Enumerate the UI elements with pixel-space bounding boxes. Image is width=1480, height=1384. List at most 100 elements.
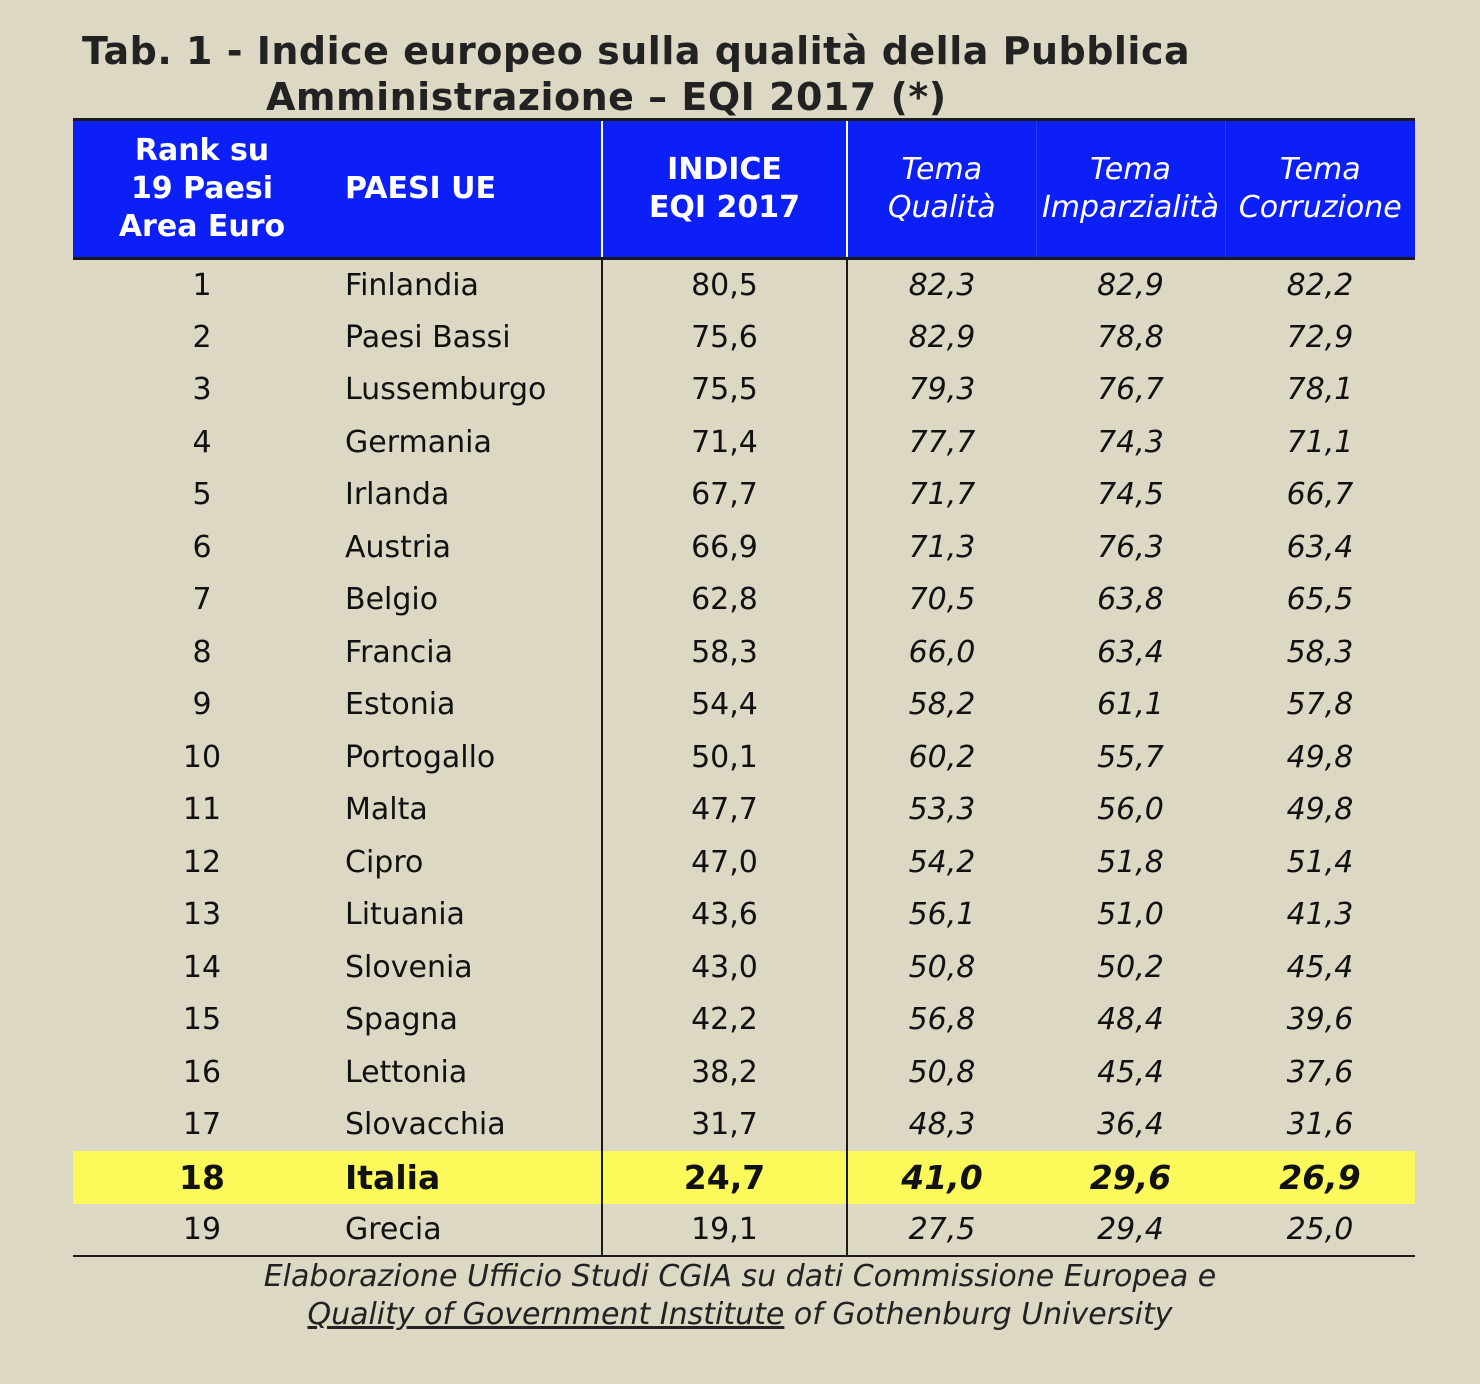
country-cell: Lituania [345, 897, 465, 933]
corruption-cell: 58,3 [1286, 634, 1354, 670]
quality-cell: 56,1 [846, 888, 1036, 941]
header-index-line-2: EQI 2017 [648, 190, 801, 225]
country-cell: Slovenia [345, 949, 473, 985]
impartiality-cell: 63,4 [1097, 634, 1164, 670]
index-cell: 47,7 [601, 783, 847, 836]
index-cell: 71,4 [601, 416, 847, 469]
quality-cell: 66,0 [846, 626, 1036, 679]
table-row-highlighted: 18 Italia 24,7 41,0 29,6 26,9 [73, 1151, 1415, 1204]
rank-cell: 1 [192, 268, 212, 303]
index-cell: 80,5 [601, 258, 847, 311]
header-rank-line-1: Rank su [134, 133, 270, 168]
rank-cell: 17 [182, 1107, 222, 1143]
rank-cell: 19 [73, 1203, 331, 1257]
country-cell: Lussemburgo [345, 372, 547, 408]
table-row: 11 Malta 47,7 53,3 56,0 49,8 [73, 783, 1415, 836]
rank-cell: 15 [182, 1002, 222, 1038]
index-cell: 24,7 [601, 1151, 847, 1204]
header-corruption-line-2: Corruzione [1238, 190, 1402, 225]
header-index: INDICE EQI 2017 [601, 118, 847, 260]
table-row: 19 Grecia 19,1 27,5 29,4 25,0 [73, 1203, 1415, 1257]
country-cell: Portogallo [345, 739, 496, 775]
table-row: 6 Austria 66,9 71,3 76,3 63,4 [73, 521, 1415, 574]
country-cell: Irlanda [345, 477, 450, 513]
corruption-cell: 63,4 [1286, 529, 1354, 565]
rank-cell: 2 [192, 319, 212, 355]
index-cell: 43,6 [601, 888, 847, 941]
country-cell: Grecia [331, 1203, 602, 1257]
quality-cell: 50,8 [846, 941, 1036, 994]
rank-cell: 11 [182, 792, 222, 828]
corruption-cell: 37,6 [1286, 1054, 1354, 1090]
index-cell: 62,8 [601, 573, 847, 626]
impartiality-cell: 48,4 [1097, 1002, 1164, 1038]
impartiality-cell: 78,8 [1097, 319, 1164, 355]
impartiality-cell: 29,4 [1036, 1203, 1225, 1257]
header-corruption: Tema Corruzione [1224, 118, 1415, 260]
table-row: 13 Lituania 43,6 56,1 51,0 41,3 [73, 888, 1415, 941]
impartiality-cell: 29,6 [1036, 1151, 1225, 1204]
header-rank: Rank su 19 Paesi Area Euro [73, 118, 331, 260]
impartiality-cell: 74,3 [1097, 424, 1164, 460]
header-impartiality-line-1: Tema [1090, 152, 1171, 187]
index-cell: 47,0 [601, 836, 847, 889]
index-cell: 75,6 [601, 311, 847, 364]
country-cell: Belgio [345, 582, 439, 618]
country-cell: Slovacchia [345, 1107, 506, 1143]
table-row: 4 Germania 71,4 77,7 74,3 71,1 [73, 416, 1415, 469]
source-note: Elaborazione Ufficio Studi CGIA su dati … [0, 1258, 1480, 1334]
header-impartiality: Tema Imparzialità [1035, 118, 1225, 260]
country-cell: Spagna [345, 1002, 458, 1038]
table-row: 5 Irlanda 67,7 71,7 74,5 66,7 [73, 468, 1415, 521]
table-row: 17 Slovacchia 31,7 48,3 36,4 31,6 [73, 1098, 1415, 1151]
index-cell: 75,5 [601, 363, 847, 416]
source-link[interactable]: Quality of Government Institute [307, 1297, 785, 1332]
quality-cell: 50,8 [846, 1046, 1036, 1099]
corruption-cell: 49,8 [1286, 792, 1354, 828]
quality-cell: 48,3 [846, 1098, 1036, 1151]
title-line-1: Tab. 1 - Indice europeo sulla qualità de… [82, 29, 1191, 73]
rank-cell: 4 [192, 424, 212, 460]
quality-cell: 60,2 [846, 731, 1036, 784]
impartiality-cell: 63,8 [1097, 582, 1164, 618]
country-cell: Germania [345, 424, 492, 460]
table-row: 9 Estonia 54,4 58,2 61,1 57,8 [73, 678, 1415, 731]
country-cell: Cipro [345, 844, 424, 880]
rank-cell: 8 [192, 634, 212, 670]
rank-cell: 14 [182, 949, 222, 985]
impartiality-cell: 51,0 [1097, 897, 1164, 933]
index-cell: 43,0 [601, 941, 847, 994]
corruption-cell: 45,4 [1286, 949, 1354, 985]
table-row: 14 Slovenia 43,0 50,8 50,2 45,4 [73, 941, 1415, 994]
rank-cell: 3 [192, 372, 212, 408]
rank-cell: 7 [192, 582, 212, 618]
index-cell: 31,7 [601, 1098, 847, 1151]
table-row: 1 Finlandia 80,5 82,3 82,9 82,2 [73, 258, 1415, 311]
index-cell: 58,3 [601, 626, 847, 679]
quality-cell: 79,3 [846, 363, 1036, 416]
header-country-label: PAESI UE [345, 171, 497, 206]
corruption-cell: 26,9 [1225, 1151, 1415, 1204]
corruption-cell: 71,1 [1286, 424, 1354, 460]
impartiality-cell: 61,1 [1097, 687, 1164, 723]
quality-cell: 41,0 [846, 1151, 1036, 1204]
table-row: 2 Paesi Bassi 75,6 82,9 78,8 72,9 [73, 311, 1415, 364]
rank-cell: 12 [182, 844, 222, 880]
corruption-cell: 51,4 [1286, 844, 1354, 880]
corruption-cell: 82,2 [1286, 268, 1354, 303]
quality-cell: 70,5 [846, 573, 1036, 626]
impartiality-cell: 76,3 [1097, 529, 1164, 565]
impartiality-cell: 74,5 [1097, 477, 1164, 513]
quality-cell: 58,2 [846, 678, 1036, 731]
index-cell: 19,1 [601, 1203, 847, 1257]
impartiality-cell: 51,8 [1097, 844, 1164, 880]
country-cell: Austria [345, 529, 451, 565]
quality-cell: 71,7 [846, 468, 1036, 521]
impartiality-cell: 55,7 [1097, 739, 1164, 775]
impartiality-cell: 36,4 [1097, 1107, 1164, 1143]
header-quality: Tema Qualità [846, 118, 1036, 260]
source-line-1: Elaborazione Ufficio Studi CGIA su dati … [263, 1259, 1217, 1294]
source-line-2-rest: of Gothenburg University [784, 1297, 1173, 1332]
country-cell: Malta [345, 792, 428, 828]
eqi-table: Rank su 19 Paesi Area Euro PAESI UE INDI… [73, 118, 1415, 1257]
